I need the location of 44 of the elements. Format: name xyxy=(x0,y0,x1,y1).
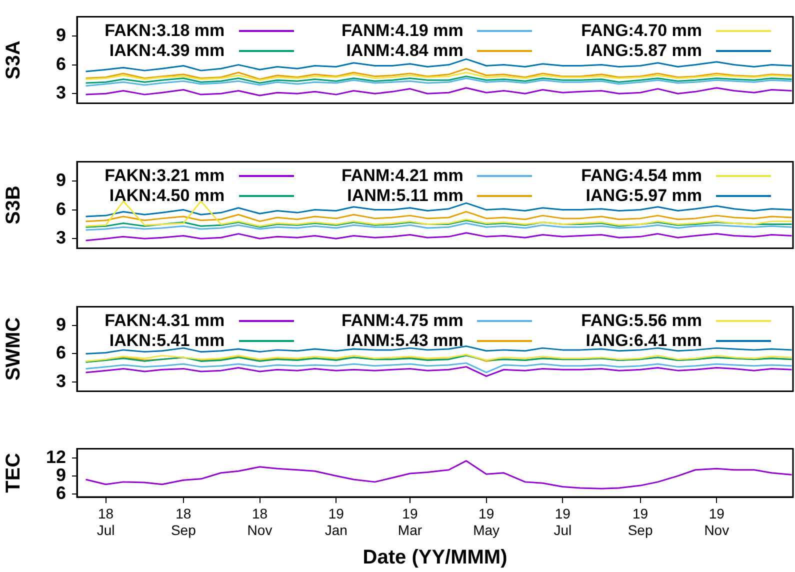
legend-label: IANM:4.84 mm xyxy=(346,40,464,61)
y-axis-title: SWMC xyxy=(2,317,25,381)
legend-label: FANM:4.75 mm xyxy=(341,310,464,331)
y-axis-title: TEC xyxy=(2,452,25,493)
x-tick-label: 18 Sep xyxy=(170,505,196,538)
x-tick-label: 19 Jul xyxy=(554,505,572,538)
y-tick-label: 9 xyxy=(56,24,66,45)
y-tick-label: 12 xyxy=(46,446,66,467)
legend-label: IAKN:4.50 mm xyxy=(109,186,225,206)
legend-label: FAKN:3.21 mm xyxy=(104,166,225,186)
y-axis-title: S3B xyxy=(2,186,25,224)
legend-label: FANG:5.56 mm xyxy=(581,310,702,331)
y-tick-label: 9 xyxy=(56,314,66,335)
x-tick-label: 19 Sep xyxy=(628,505,653,538)
y-tick-label: 9 xyxy=(56,170,66,190)
y-tick-label: 6 xyxy=(56,198,66,219)
x-tick-label: 19 May xyxy=(473,505,500,538)
y-tick-label: 3 xyxy=(56,370,66,391)
legend-label: IANG:5.87 mm xyxy=(586,40,702,61)
legend-label: FANM:4.19 mm xyxy=(341,20,464,41)
legend-label: FANG:4.70 mm xyxy=(581,20,702,41)
x-tick-label: 18 Nov xyxy=(247,505,272,538)
legend-label: IAKN:4.39 mm xyxy=(109,40,225,61)
legend-label: FANG:4.54 mm xyxy=(581,166,702,186)
y-tick-label: 6 xyxy=(56,482,66,503)
y-tick-label: 6 xyxy=(56,342,66,363)
legend-label: IAKN:5.41 mm xyxy=(109,330,225,351)
x-axis-title: Date (YY/MMM) xyxy=(362,546,508,569)
y-tick-label: 6 xyxy=(56,54,66,74)
y-tick-label: 3 xyxy=(56,82,66,103)
legend-label: IANG:5.97 mm xyxy=(586,186,702,206)
x-tick-label: 18 Jul xyxy=(96,505,115,538)
legend-label: IANM:5.43 mm xyxy=(346,330,464,351)
y-axis-title: S3A xyxy=(2,40,25,80)
legend-label: IANG:6.41 mm xyxy=(586,330,702,351)
legend-label: FAKN:3.18 mm xyxy=(104,20,225,41)
legend-label: IANM:5.11 mm xyxy=(347,186,464,206)
x-tick-label: 19 Mar xyxy=(398,505,422,538)
x-tick-label: 19 Nov xyxy=(704,505,730,538)
x-tick-label: 19 Jan xyxy=(324,505,348,538)
legend-label: FANM:4.21 mm xyxy=(341,166,464,186)
y-tick-label: 3 xyxy=(56,228,66,248)
legend-label: FAKN:4.31 mm xyxy=(104,310,225,331)
y-tick-label: 9 xyxy=(56,464,66,485)
